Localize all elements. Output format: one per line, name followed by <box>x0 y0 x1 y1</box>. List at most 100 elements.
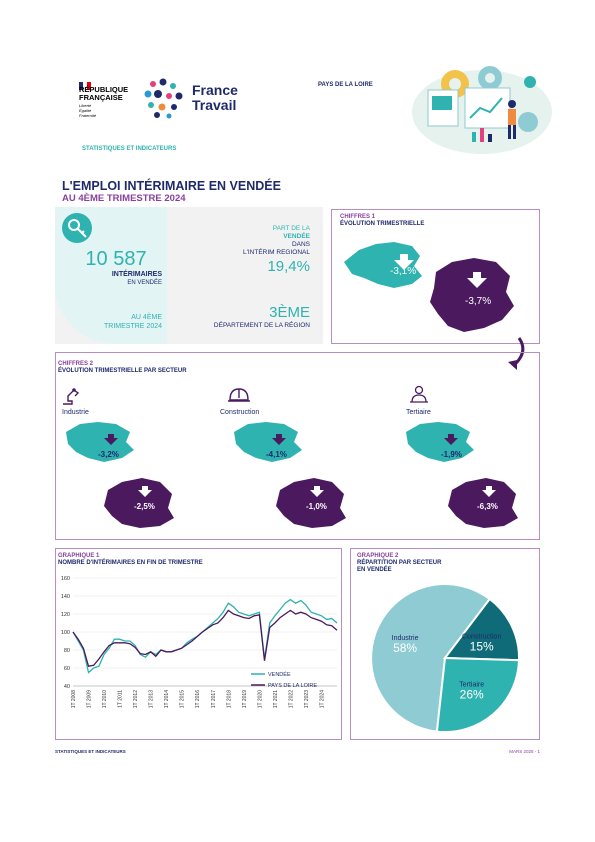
graph1-header: GRAPHIQUE 1 NOMBRE D'INTÉRIMAIRES EN FIN… <box>58 553 203 567</box>
sector-construction-label: Construction <box>220 409 260 416</box>
france-travail-wordmark: France Travail <box>192 83 238 113</box>
x-tick-label: 1T 2022 <box>288 690 294 708</box>
x-tick-label: 1T 2010 <box>102 690 108 708</box>
x-tick-label: 1T 2011 <box>118 690 124 708</box>
y-tick-label: 100 <box>61 630 70 636</box>
dashboard-illustration-icon <box>412 66 552 154</box>
france-travail-logo <box>143 78 188 120</box>
footer-left: STATISTIQUES ET INDICATEURS <box>55 749 126 754</box>
pays-de-la-loire-map-shape <box>430 258 514 332</box>
x-tick-label: 1T 2023 <box>304 690 310 708</box>
pie-slice-construction <box>443 597 521 662</box>
x-tick-label: 1T 2012 <box>133 690 139 708</box>
motto-egalite: Égalité <box>79 108 92 113</box>
line-chart: 40 60 80 100 120 140 160 1T 2008 1T 2009 1T 2010 1… <box>61 576 338 708</box>
down-arrow-icon <box>138 486 152 497</box>
graph2-label: GRAPHIQUE 2 <box>357 553 399 559</box>
x-tick-label: 1T 2013 <box>149 690 155 708</box>
down-arrow-icon <box>310 486 324 497</box>
page-title: L'EMPLOI INTÉRIMAIRE EN VENDÉE AU 4ÈME T… <box>62 179 281 205</box>
pie-slice-value: 15% <box>470 639 494 653</box>
y-tick-label: 60 <box>64 666 70 672</box>
y-tick-label: 80 <box>64 648 70 654</box>
pie-slice-label: Tertiaire <box>459 682 484 689</box>
sector-construction-maps <box>234 422 346 528</box>
pie-slice-value: 26% <box>460 688 484 702</box>
x-tick-label: 1T 2019 <box>242 690 248 708</box>
x-tick-label: 1T 2008 <box>71 690 77 708</box>
marianne-logo <box>79 77 91 90</box>
y-tick-label: 40 <box>64 684 70 690</box>
graph2-title-line2: EN VENDÉE <box>357 567 392 573</box>
chiffres1-box <box>331 209 540 344</box>
republique-line1: RÉPUBLIQUE <box>79 85 129 94</box>
section-label: STATISTIQUES ET INDICATEURS <box>82 146 177 152</box>
industry-robot-arm-icon <box>63 388 80 405</box>
sector-industrie-maps <box>66 422 174 528</box>
chiffres1-header: CHIFFRES 1 ÉVOLUTION TRIMESTRIELLE <box>340 214 424 228</box>
chiffres1-region-value: -3,7% <box>465 296 492 307</box>
graph2-title-line1: RÉPARTITION PAR SECTEUR <box>357 560 442 566</box>
kpi-count: 10 587 <box>85 248 147 270</box>
kpi-count-label: INTÉRIMAIRES <box>111 271 162 278</box>
down-arrow-icon <box>104 434 118 445</box>
chiffres2-title: ÉVOLUTION TRIMESTRIELLE PAR SECTEUR <box>58 368 187 374</box>
kpi-share-line2: VENDÉE <box>283 233 310 240</box>
x-tick-label: 1T 2014 <box>164 690 170 708</box>
title-line1: L'EMPLOI INTÉRIMAIRE EN VENDÉE <box>62 179 281 193</box>
y-tick-label: 160 <box>61 576 70 582</box>
down-arrow-icon <box>482 486 496 497</box>
motto-fraternite: Fraternité <box>79 113 97 118</box>
sector-industrie-vendee-value: -3,2% <box>98 450 119 459</box>
graph1-box <box>55 548 342 740</box>
chiffres1-title: ÉVOLUTION TRIMESTRIELLE <box>340 221 425 227</box>
x-tick-label: 1T 2018 <box>226 690 232 708</box>
republique-francaise-logo: RÉPUBLIQUE FRANÇAISE Liberté Égalité Fra… <box>79 85 129 119</box>
pie-slice-label: Construction <box>462 633 501 640</box>
sector-industrie-region-value: -2,5% <box>134 502 155 511</box>
chiffres1-label: CHIFFRES 1 <box>340 214 376 220</box>
y-tick-label: 120 <box>61 612 70 618</box>
series-line-pays-de-la-loire <box>72 609 338 667</box>
kpi-rank-label: DÉPARTEMENT DE LA RÉGION <box>213 322 310 329</box>
chiffres1-maps <box>344 242 514 332</box>
vendee-map-shape <box>66 422 134 462</box>
kpi-period: AU 4ÈME TRIMESTRE 2024 <box>70 313 162 331</box>
sector-tertiaire-region-value: -6,3% <box>477 502 498 511</box>
graph2-header: GRAPHIQUE 2 RÉPARTITION PAR SECTEUR EN V… <box>357 553 441 574</box>
down-arrow-icon <box>444 434 458 445</box>
chiffres2-box <box>55 352 540 540</box>
x-tick-label: 1T 2024 <box>319 690 325 708</box>
construction-helmet-icon <box>228 388 250 402</box>
kpi-rank-value: 3ÈME <box>269 304 310 321</box>
motto-liberte: Liberté <box>79 103 92 108</box>
key-icon-wrap <box>62 213 92 243</box>
x-tick-label: 1T 2016 <box>195 690 201 708</box>
graph2-box <box>350 548 540 740</box>
x-tick-label: 1T 2015 <box>180 690 186 708</box>
france-travail-dots-icon <box>144 78 183 119</box>
republique-line2: FRANÇAISE <box>79 93 123 102</box>
brand-line1: France <box>192 82 238 98</box>
header-illustration <box>410 60 555 156</box>
sector-construction-vendee-value: -4,1% <box>266 450 287 459</box>
kpi-share-line4: L'INTÉRIM REGIONAL <box>243 249 310 256</box>
down-arrow-icon <box>394 254 414 270</box>
kpi-share-line1: PART DE LA <box>272 225 310 232</box>
title-line2: AU 4ÈME TRIMESTRE 2024 <box>62 193 186 204</box>
pie-slice-label: Industrie <box>392 635 419 642</box>
kpi-period-line1: AU 4ÈME <box>131 314 162 321</box>
down-arrow-icon <box>467 272 487 288</box>
sector-tertiaire-maps <box>406 422 518 528</box>
vendee-map-shape <box>406 422 474 462</box>
sector-construction-region-value: -1,0% <box>306 502 327 511</box>
kpi-period-line2: TRIMESTRE 2024 <box>104 323 162 330</box>
tertiary-office-worker-icon <box>410 385 428 403</box>
region-label: PAYS DE LA LOIRE <box>318 82 373 88</box>
sector-tertiaire-vendee-value: -1,9% <box>441 450 462 459</box>
pays-de-la-loire-map-shape <box>276 478 346 528</box>
sector-tertiaire-label: Tertiaire <box>406 409 431 416</box>
flag-icon <box>79 82 91 90</box>
pie-slice-industrie <box>370 583 492 733</box>
